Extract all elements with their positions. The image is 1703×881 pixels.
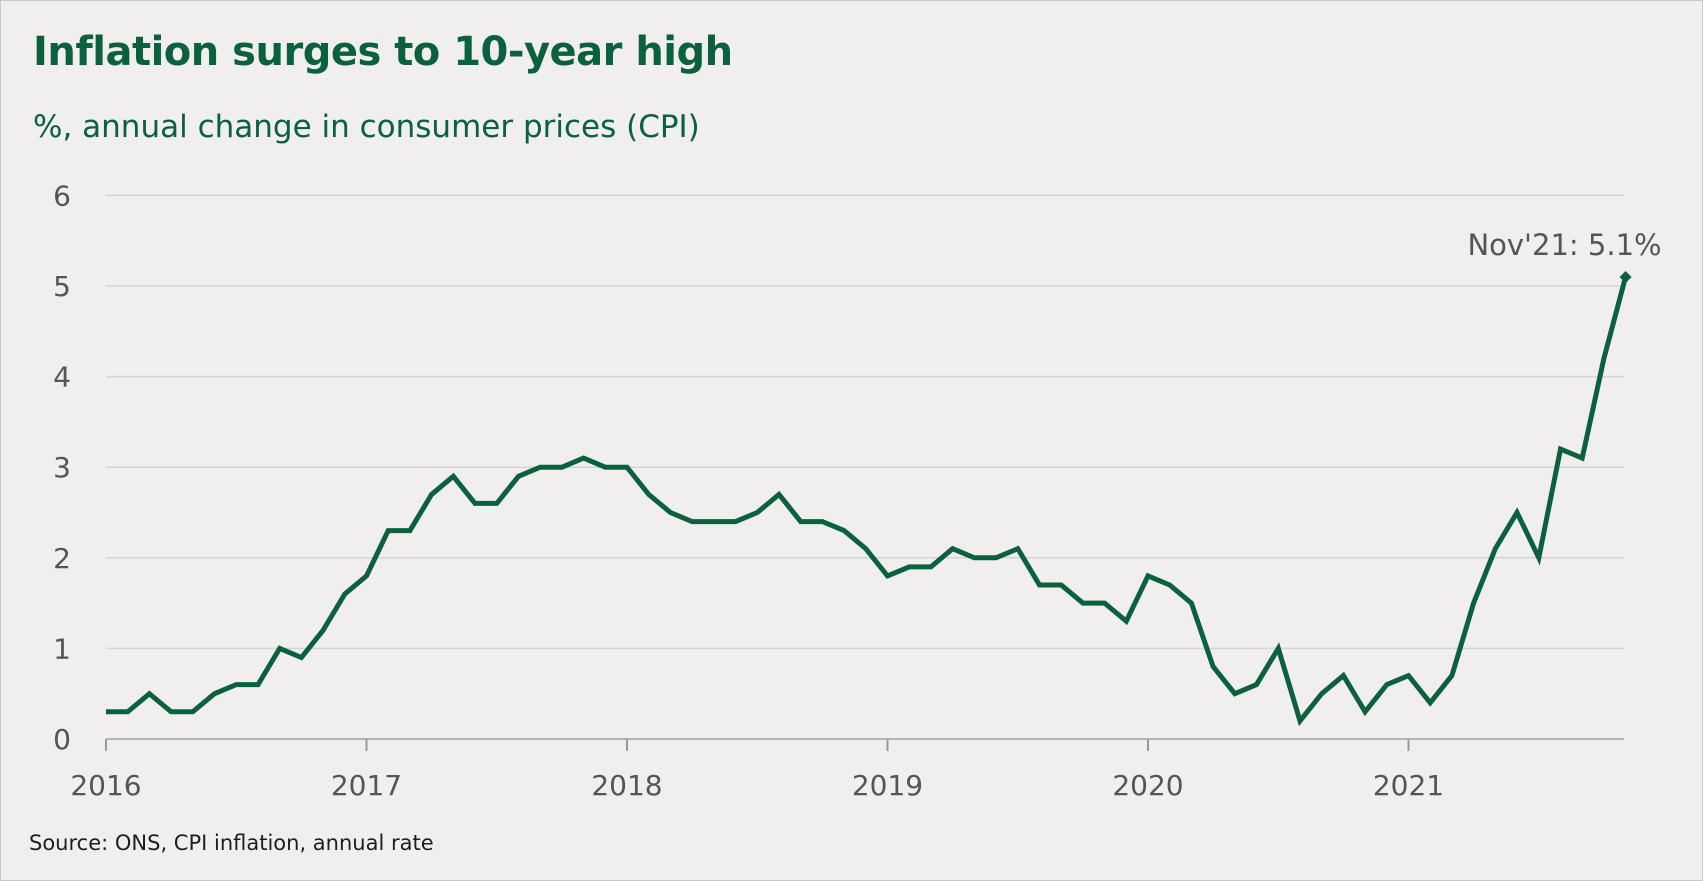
y-tick-label: 3	[53, 451, 71, 484]
y-tick-label: 0	[53, 723, 71, 756]
annotation-layer: Nov'21: 5.1%	[1467, 228, 1662, 283]
chart-title: Inflation surges to 10-year high	[33, 29, 733, 75]
source-note: Source: ONS, CPI inflation, annual rate	[29, 831, 434, 855]
end-point-label: Nov'21: 5.1%	[1467, 228, 1661, 262]
x-tick-label: 2017	[331, 769, 402, 802]
y-tick-label: 6	[53, 179, 71, 212]
x-axis: 2016 2017 2018 2019 2020 2021	[70, 738, 1624, 802]
x-tick-label: 2019	[852, 769, 923, 802]
series-line	[106, 276, 1629, 727]
x-tick-label: 2021	[1373, 769, 1444, 802]
gridlines	[106, 194, 1624, 650]
x-tick-label: 2020	[1112, 769, 1183, 802]
y-tick-label: 2	[53, 542, 71, 575]
x-tick-label: 2018	[591, 769, 662, 802]
series-layer	[106, 276, 1629, 727]
chart-subtitle: %, annual change in consumer prices (CPI…	[33, 109, 700, 145]
y-tick-label: 1	[53, 632, 71, 665]
end-point-marker	[1619, 270, 1632, 283]
y-tick-label: 4	[53, 361, 71, 394]
y-tick-label: 5	[53, 270, 71, 303]
y-axis-ticks: 0 1 2 3 4 5 6	[53, 179, 71, 756]
x-tick-label: 2016	[70, 769, 141, 802]
